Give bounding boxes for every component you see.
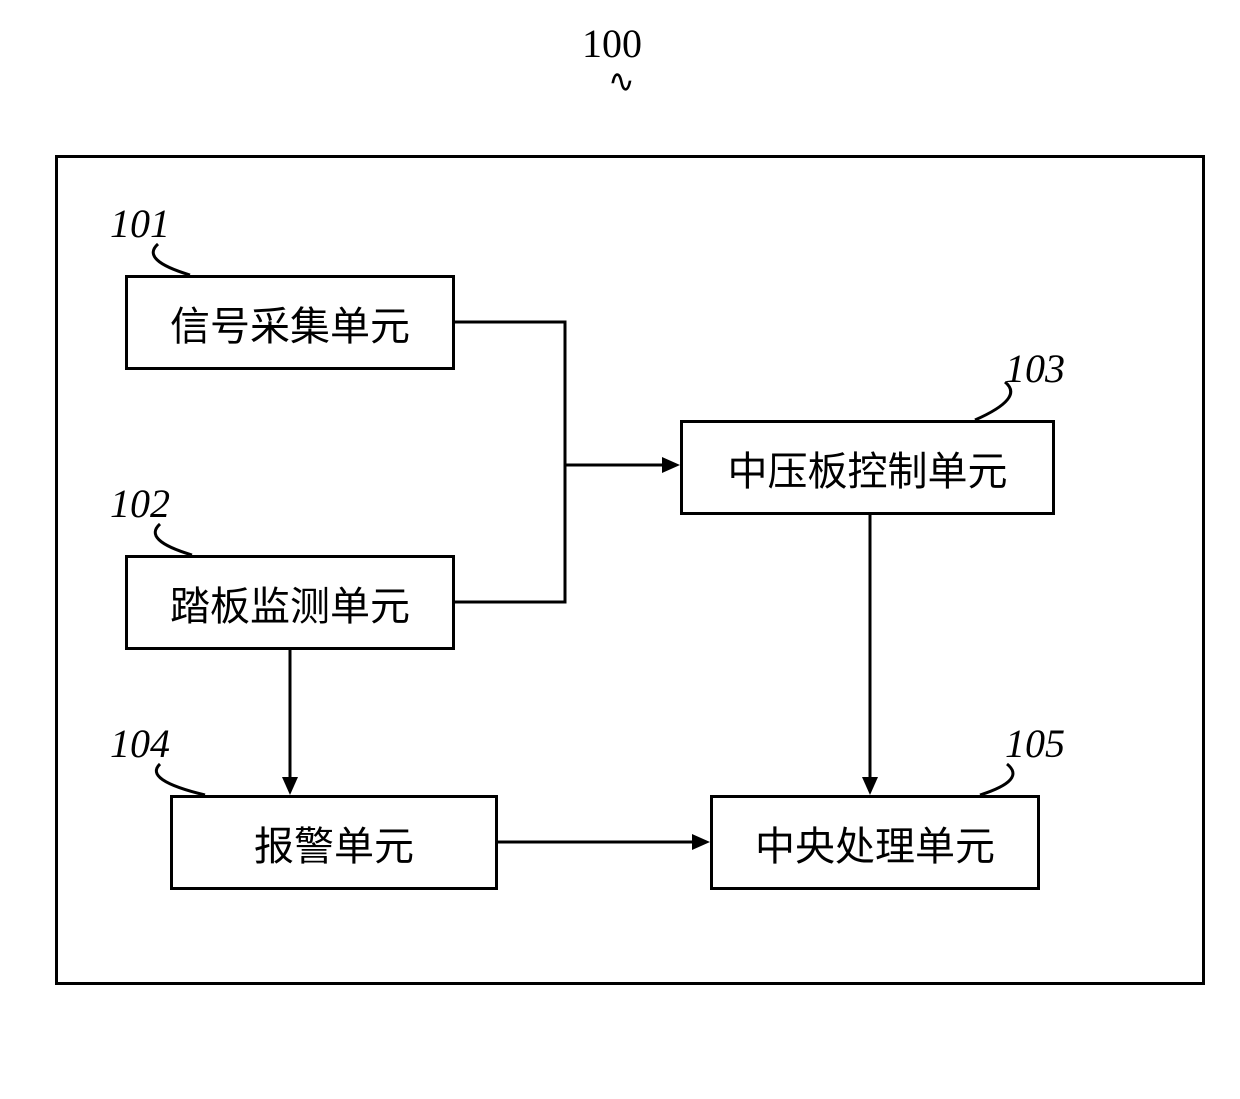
label-101-text: 101 xyxy=(110,201,170,246)
label-104-text: 104 xyxy=(110,721,170,766)
block-103-text: 中压板控制单元 xyxy=(728,439,1008,497)
label-101: 101 xyxy=(110,200,170,247)
block-pressure-control: 中压板控制单元 xyxy=(680,420,1055,515)
label-102-text: 102 xyxy=(110,481,170,526)
block-pedal-monitoring: 踏板监测单元 xyxy=(125,555,455,650)
label-104: 104 xyxy=(110,720,170,767)
figure-tilde: ∿ xyxy=(608,62,635,100)
block-signal-acquisition: 信号采集单元 xyxy=(125,275,455,370)
label-102: 102 xyxy=(110,480,170,527)
block-cpu: 中央处理单元 xyxy=(710,795,1040,890)
block-105-text: 中央处理单元 xyxy=(755,814,995,872)
block-102-text: 踏板监测单元 xyxy=(170,574,410,632)
figure-number: 100 xyxy=(582,20,642,67)
figure-number-text: 100 xyxy=(582,21,642,66)
block-104-text: 报警单元 xyxy=(254,814,414,872)
block-alarm: 报警单元 xyxy=(170,795,498,890)
block-101-text: 信号采集单元 xyxy=(170,294,410,352)
label-103: 103 xyxy=(1005,345,1065,392)
label-105-text: 105 xyxy=(1005,721,1065,766)
label-105: 105 xyxy=(1005,720,1065,767)
label-103-text: 103 xyxy=(1005,346,1065,391)
